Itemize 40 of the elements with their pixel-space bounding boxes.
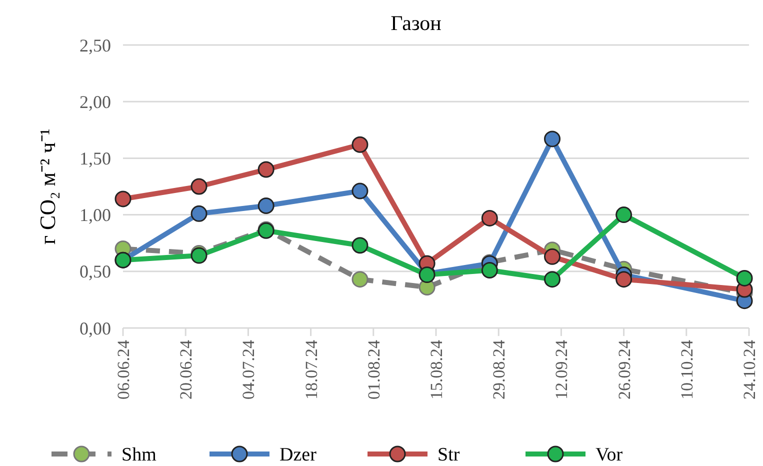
point	[352, 237, 368, 254]
point	[352, 136, 368, 153]
point	[544, 271, 561, 288]
y-tick-label: 1,00	[80, 205, 111, 226]
x-tick-label: 06.06.24	[114, 340, 133, 400]
point	[352, 182, 368, 200]
x-tick-label: 24.10.24	[740, 340, 759, 400]
point	[544, 130, 561, 148]
legend-label: Str	[438, 444, 460, 466]
x-tick-label: 04.07.24	[239, 340, 258, 400]
chart-title: Газон	[390, 11, 442, 35]
y-tick-label: 0,50	[80, 262, 111, 282]
x-tick-label: 12.09.24	[552, 340, 572, 400]
point	[114, 190, 132, 208]
x-tick-label: 29.08.24	[490, 340, 509, 400]
legend-label: Vor	[596, 444, 624, 466]
x-tick-label: 15.08.24	[426, 340, 446, 400]
point	[352, 271, 368, 288]
x-tick-label: 01.08.24	[364, 340, 384, 400]
point	[481, 262, 498, 279]
point	[616, 206, 632, 224]
x-tick-label: 26.09.24	[614, 340, 634, 400]
point	[258, 197, 274, 214]
point	[544, 248, 561, 265]
y-tick-label: 2,50	[80, 35, 111, 56]
legend-label: Dzer	[280, 444, 318, 466]
y-axis-title: г CO₂ м⁻² ч⁻¹	[35, 128, 60, 244]
x-tick-label: 10.10.24	[677, 340, 696, 400]
y-tick-label: 1,50	[80, 148, 111, 168]
y-tick-label: 2,00	[80, 92, 111, 112]
x-tick-label: 20.06.24	[176, 340, 196, 400]
point	[258, 161, 274, 178]
point	[190, 178, 208, 195]
point	[481, 210, 498, 226]
legend-label: Shm	[122, 444, 157, 466]
y-tick-label: 0,00	[80, 318, 111, 338]
point	[736, 270, 753, 286]
point	[190, 205, 208, 222]
point	[616, 271, 632, 288]
x-tick-label: 18.07.24	[302, 340, 321, 400]
